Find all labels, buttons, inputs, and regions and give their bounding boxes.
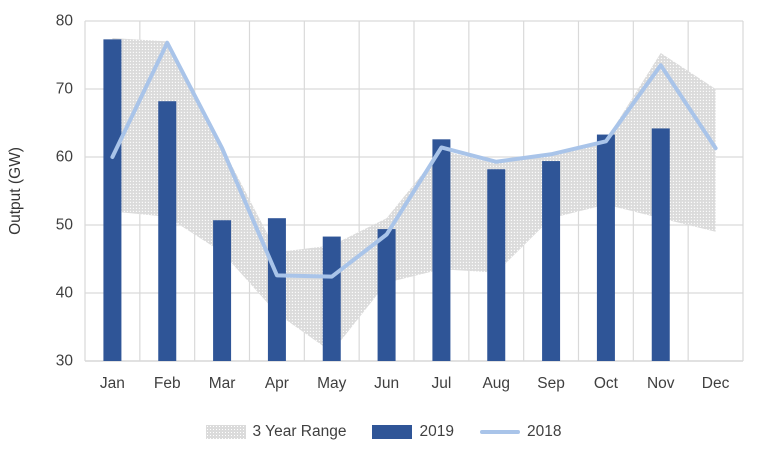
chart-legend: 3 Year Range 2019 2018 — [0, 412, 767, 452]
x-tick-label: Sep — [537, 375, 565, 392]
x-tick-label: Mar — [209, 375, 236, 392]
y-tick-label: 50 — [56, 217, 74, 234]
line-2018 — [110, 40, 718, 279]
chart-plot-area: 30 40 50 60 70 80 Jan Feb Mar Apr May Jun Jul Aug Sep O… — [7, 13, 744, 393]
legend-label-range: 3 Year Range — [252, 423, 347, 440]
bar-2019-oct — [596, 134, 615, 361]
x-tick-label: Dec — [702, 375, 730, 392]
y-axis-title: Output (GW) — [7, 147, 24, 235]
legend-item-2019: 2019 — [372, 423, 454, 441]
x-tick-label: Oct — [594, 375, 619, 392]
range-band-layer — [112, 38, 716, 353]
legend-item-2018: 2018 — [479, 423, 562, 441]
x-tick-label: Nov — [647, 375, 675, 392]
y-tick-label: 60 — [56, 149, 74, 166]
range-band-3-year — [112, 38, 716, 353]
y-tick-label: 80 — [56, 13, 74, 30]
bar-2019-nov — [651, 128, 670, 361]
y-tick-label: 70 — [56, 81, 74, 98]
bar-2019-mar — [213, 220, 232, 361]
x-tick-label: May — [317, 375, 347, 392]
x-tick-label: Apr — [265, 375, 289, 392]
bars-layer — [103, 39, 670, 362]
x-tick-label: Feb — [154, 375, 181, 392]
bar-2019-jun — [377, 229, 396, 361]
line-layer — [110, 40, 718, 279]
legend-item-3-year-range: 3 Year Range — [205, 423, 347, 441]
legend-label-2018: 2018 — [526, 423, 562, 440]
bar-2019-apr — [267, 218, 286, 361]
bar-swatch-icon — [372, 425, 413, 439]
x-tick-label: Jun — [374, 375, 399, 392]
legend-label-2019: 2019 — [419, 423, 454, 440]
range-swatch-icon — [205, 425, 246, 439]
bar-2019-aug — [487, 169, 506, 361]
y-tick-label: 30 — [56, 353, 74, 370]
bar-2019-jan — [103, 39, 122, 362]
x-tick-label: Jul — [432, 375, 452, 392]
bar-2019-sep — [542, 161, 561, 361]
x-tick-label: Aug — [482, 375, 510, 392]
line-swatch-icon — [479, 430, 520, 434]
bar-2019-jul — [432, 139, 451, 361]
bar-2019-may — [322, 236, 341, 361]
axis-labels-layer: 30 40 50 60 70 80 Jan Feb Mar Apr May Jun Jul Aug Sep O… — [56, 13, 730, 393]
bar-2019-feb — [158, 101, 177, 362]
x-tick-label: Jan — [100, 375, 125, 392]
y-tick-label: 40 — [56, 285, 74, 302]
